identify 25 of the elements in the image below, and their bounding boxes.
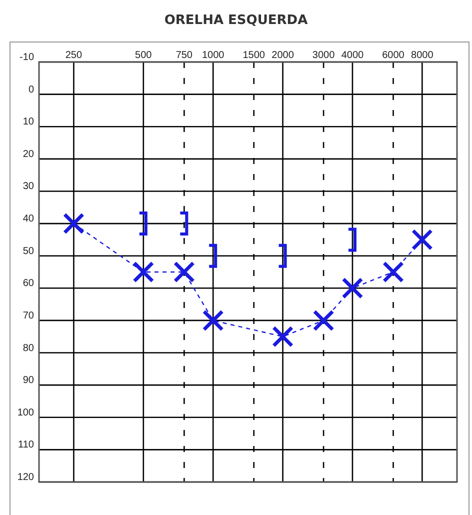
y-tick-label: 80	[22, 342, 34, 354]
x-tick-label: 250	[65, 50, 82, 61]
x-tick-label: 2000	[272, 50, 294, 61]
x-tick-label: 1000	[202, 50, 225, 61]
y-tick-label: 120	[17, 472, 34, 483]
y-tick-label: 50	[22, 246, 34, 257]
y-tick-label: 40	[22, 214, 34, 225]
x-tick-label: 6000	[382, 50, 405, 61]
x-tick-label: 4000	[341, 50, 364, 61]
y-tick-label: -10	[20, 52, 34, 63]
y-tick-label: 10	[22, 116, 34, 128]
x-tick-label: 750	[176, 50, 193, 61]
x-tick-label: 1500	[242, 50, 266, 61]
y-tick-label: 0	[28, 84, 34, 96]
chart-title: ORELHA ESQUERDA	[164, 13, 308, 28]
x-tick-label: 3000	[312, 50, 336, 61]
y-tick-label: 100	[17, 407, 34, 418]
y-tick-label: 60	[22, 278, 34, 290]
y-tick-label: 70	[22, 310, 34, 322]
x-tick-label: 8000	[411, 50, 434, 61]
x-tick-label: 500	[135, 50, 152, 61]
y-tick-label: 90	[22, 375, 34, 386]
y-tick-label: 110	[18, 440, 34, 451]
y-tick-label: 30	[22, 181, 34, 192]
y-tick-label: 20	[22, 148, 34, 160]
